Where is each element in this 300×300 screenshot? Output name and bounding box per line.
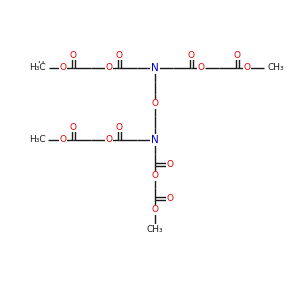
Text: H: H [37, 61, 43, 70]
Text: O: O [233, 50, 241, 59]
Text: O: O [70, 122, 76, 131]
Text: O: O [59, 64, 67, 73]
Text: O: O [167, 160, 173, 169]
Text: O: O [70, 50, 76, 59]
Text: O: O [244, 64, 250, 73]
Text: O: O [152, 100, 158, 109]
Text: O: O [106, 136, 112, 145]
Text: N: N [151, 135, 159, 145]
Text: O: O [152, 206, 158, 214]
Text: H₃C: H₃C [29, 64, 46, 73]
Text: O: O [167, 194, 173, 203]
Text: O: O [59, 136, 67, 145]
Text: O: O [106, 64, 112, 73]
Text: CH₃: CH₃ [147, 224, 163, 233]
Text: N: N [151, 63, 159, 73]
Text: O: O [116, 50, 122, 59]
Text: O: O [152, 172, 158, 181]
Text: CH₃: CH₃ [268, 64, 285, 73]
Text: O: O [116, 122, 122, 131]
Text: H₃C: H₃C [29, 136, 46, 145]
Text: O: O [197, 64, 205, 73]
Text: O: O [188, 50, 194, 59]
